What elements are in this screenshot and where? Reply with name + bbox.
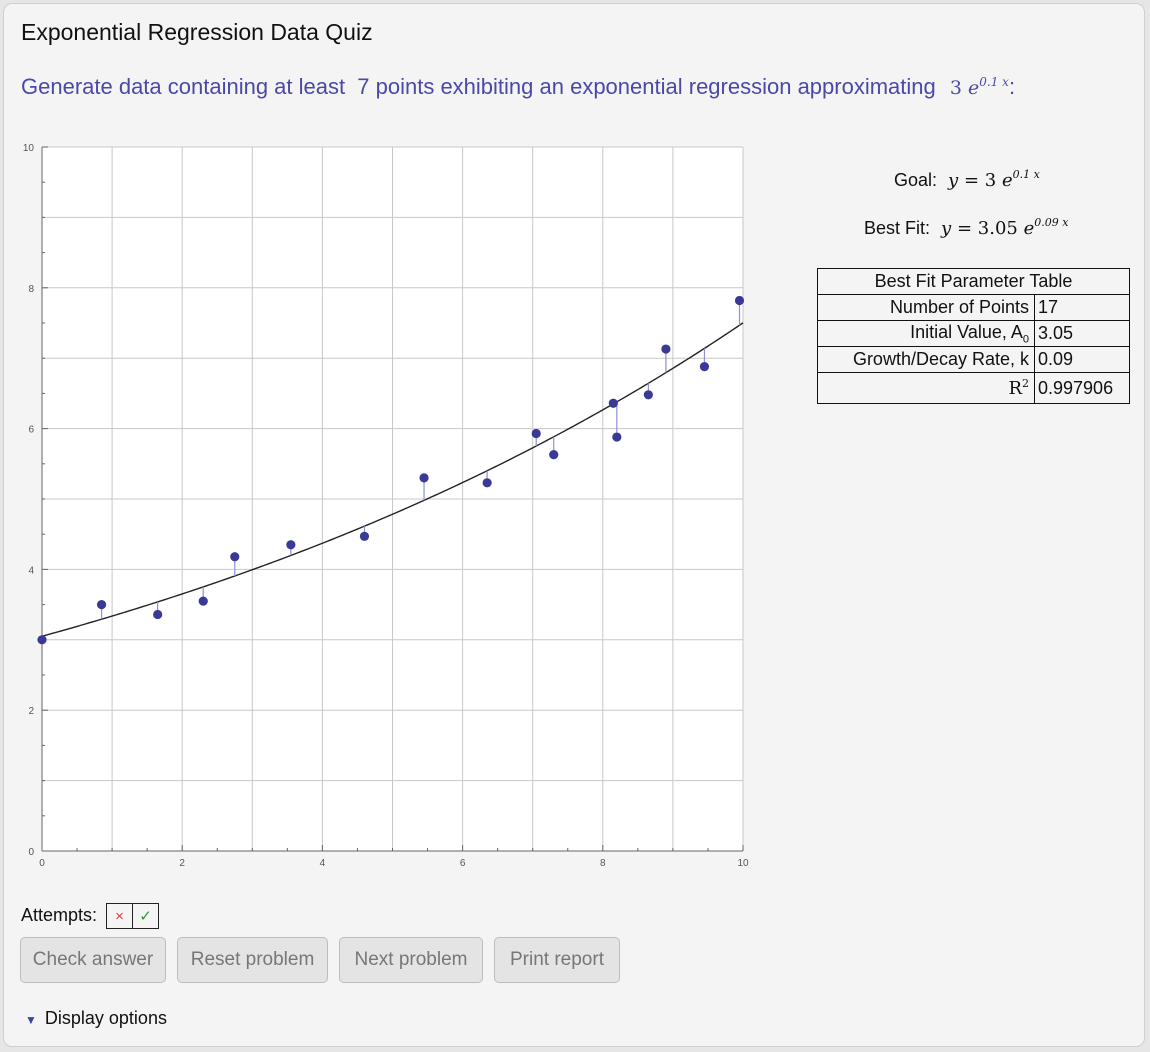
parameter-table-header: Best Fit Parameter Table [817,268,1130,295]
data-point [37,635,47,645]
best-fit-coef: 3.05 [977,218,1018,239]
data-point [531,428,541,439]
best-fit-equation: Best Fit: y = 3.05 e0.09 x [864,216,1068,239]
x-tick-label: 6 [460,858,466,869]
data-point [549,450,559,460]
display-options-label: Display options [44,1008,167,1028]
quiz-prompt: Generate data containing at least 7 poin… [21,74,1015,100]
prompt-exponent: 0.1 x [979,75,1009,89]
data-point [482,478,492,488]
regression-chart[interactable]: 0 2 4 6 8 10 0 2 4 6 8 10 [14,135,754,875]
goal-base: e [1001,170,1013,191]
table-value-points: 17 [1034,294,1130,321]
chevron-down-icon: ▼ [25,1013,37,1027]
data-point [198,596,208,606]
goal-equation: Goal: y = 3 e0.1 x [894,168,1040,191]
prompt-formula: 3 e0.1 x [949,75,1009,99]
prompt-base: e [968,77,980,99]
attempt-wrong-icon: × [115,907,124,925]
table-label-r2-text: R [1008,378,1022,399]
prompt-text-2: points exhibiting an exponential regress… [375,74,936,99]
table-label-points: Number of Points [817,294,1035,321]
data-point [230,552,240,562]
data-point [643,390,653,400]
data-point [699,362,710,372]
best-fit-label: Best Fit: [864,218,931,238]
prompt-count: 7 [357,74,370,99]
y-tick-label: 10 [23,143,35,154]
table-label-initial-sub: 0 [1022,333,1029,346]
prompt-colon: : [1008,74,1016,99]
table-label-initial: Initial Value, A0 [817,320,1035,347]
x-tick-label: 0 [39,858,45,869]
best-fit-exponent: 0.09 x [1034,216,1069,229]
best-fit-eq: = [956,218,973,239]
print-report-button[interactable]: Print report [494,937,620,983]
attempts-label: Attempts: [21,904,98,925]
x-tick-label: 4 [320,858,326,869]
data-point [153,609,163,620]
table-value-initial: 3.05 [1034,320,1130,347]
prompt-coef: 3 [949,77,962,99]
best-fit-lhs: y [941,218,952,239]
fit-curve [41,322,744,637]
attempts: Attempts: × ✓ [21,903,160,929]
table-value-r2: 0.997906 [1034,372,1130,404]
x-tick-label: 8 [600,858,606,869]
data-point [612,432,622,442]
goal-exponent: 0.1 x [1012,168,1040,181]
check-answer-button[interactable]: Check answer [20,937,166,983]
data-point [608,398,618,408]
table-label-r2: R2 [817,372,1035,404]
x-tick-label: 10 [737,858,749,869]
y-tick-label: 0 [28,847,34,858]
table-label-rate: Growth/Decay Rate, k [817,346,1035,373]
best-fit-formula: y = 3.05 e0.09 x [941,216,1069,239]
data-point [286,540,296,550]
y-tick-label: 8 [28,284,34,295]
goal-formula: y = 3 e0.1 x [948,168,1040,191]
data-point [359,531,370,541]
goal-eq: = [963,170,980,191]
data-point [419,473,429,483]
reset-problem-button[interactable]: Reset problem [177,937,328,983]
page-title: Exponential Regression Data Quiz [21,19,373,45]
data-point [734,295,745,306]
attempt-correct-icon: ✓ [132,904,158,928]
x-tick-label: 2 [179,858,185,869]
data-point [96,600,107,610]
data-point [661,344,671,354]
goal-lhs: y [948,170,959,191]
attempts-box: × ✓ [106,903,160,929]
next-problem-button[interactable]: Next problem [339,937,483,983]
table-value-rate: 0.09 [1034,346,1130,373]
best-fit-base: e [1023,218,1035,239]
y-tick-label: 4 [28,565,34,576]
table-label-r2-sup: 2 [1022,377,1029,390]
goal-coef: 3 [984,170,997,191]
prompt-text: Generate data containing at least [21,74,346,99]
y-tick-label: 2 [28,706,34,717]
display-options-toggle[interactable]: ▼ Display options [25,1008,167,1029]
table-label-initial-text: Initial Value, A [910,321,1023,342]
y-tick-label: 6 [28,425,34,436]
goal-label: Goal: [894,170,938,190]
parameter-table: Best Fit Parameter Table Number of Point… [817,268,1130,404]
